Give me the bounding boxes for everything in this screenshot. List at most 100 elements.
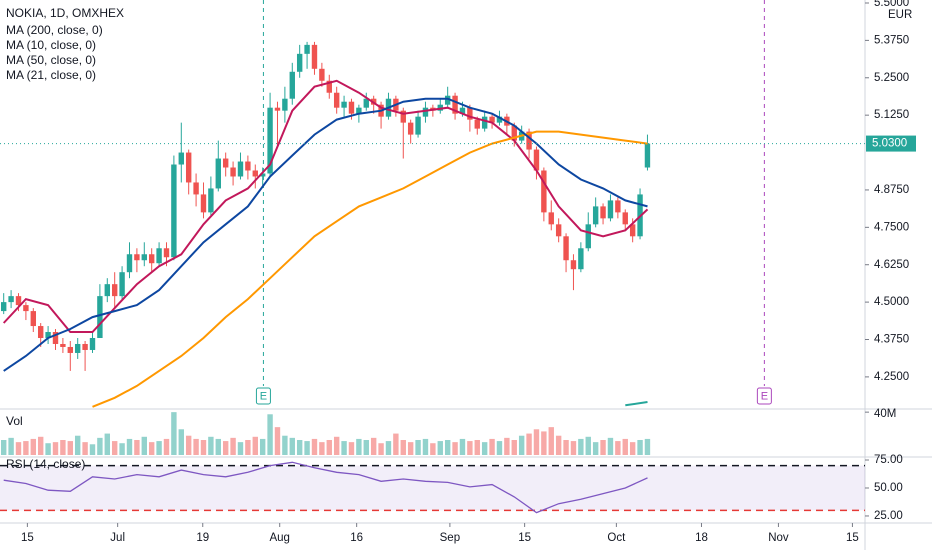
candle-body bbox=[259, 173, 266, 177]
candle-body bbox=[585, 224, 591, 249]
volume-bar bbox=[385, 441, 392, 455]
candle-body bbox=[74, 343, 81, 353]
event-label: E bbox=[761, 390, 768, 402]
candle-body bbox=[200, 194, 207, 213]
volume-bar bbox=[326, 440, 332, 455]
candle-body bbox=[511, 125, 517, 141]
volume-bar bbox=[30, 438, 36, 455]
y-tick-label: 50.00 bbox=[874, 482, 903, 494]
volume-bar bbox=[415, 440, 421, 455]
candle-body bbox=[541, 170, 547, 213]
y-tick-label: 40M bbox=[874, 408, 896, 420]
y-tick-label: 4.5000 bbox=[874, 296, 909, 308]
volume-bar bbox=[533, 429, 540, 455]
candle-body bbox=[289, 71, 295, 99]
ma-line bbox=[625, 401, 648, 407]
volume-bar bbox=[467, 441, 473, 455]
candle-body bbox=[533, 149, 540, 171]
candle-body bbox=[615, 200, 621, 213]
candle-body bbox=[8, 296, 14, 303]
volume-bar bbox=[363, 440, 369, 455]
volume-bar bbox=[600, 440, 606, 455]
candle-body bbox=[629, 224, 636, 237]
candle-body bbox=[304, 44, 310, 54]
candle-body bbox=[222, 158, 229, 168]
volume-bar bbox=[193, 438, 199, 455]
x-tick-label: 15 bbox=[518, 532, 531, 544]
volume-bar bbox=[0, 440, 7, 455]
volume-bar bbox=[148, 442, 155, 455]
volume-bar bbox=[171, 412, 177, 455]
volume-bar bbox=[400, 440, 406, 455]
volume-bar bbox=[585, 436, 591, 455]
candle-body bbox=[126, 254, 133, 273]
ma-line bbox=[3, 97, 648, 372]
volume-bar bbox=[104, 433, 110, 455]
volume-bar bbox=[82, 442, 88, 455]
x-tick-label: Aug bbox=[269, 532, 289, 544]
volume-bar bbox=[526, 433, 532, 455]
candle-body bbox=[148, 254, 155, 264]
y-tick-label: 5.5000 bbox=[874, 0, 909, 9]
last-price-label: 5.0300 bbox=[872, 138, 907, 150]
volume-bar bbox=[459, 438, 466, 455]
volume-bar bbox=[437, 441, 443, 455]
candle-body bbox=[578, 248, 584, 270]
candle-body bbox=[326, 80, 332, 93]
event-badge bbox=[255, 387, 271, 405]
volume-bar bbox=[348, 442, 355, 455]
last-price-badge bbox=[866, 135, 916, 152]
volume-bar bbox=[296, 440, 303, 455]
candle-body bbox=[319, 68, 325, 81]
candle-body bbox=[178, 152, 184, 165]
y-tick-label: 5.1250 bbox=[874, 109, 909, 121]
volume-bar bbox=[222, 441, 229, 455]
candle-body bbox=[30, 311, 36, 327]
x-tick-label: Nov bbox=[768, 532, 789, 544]
x-tick-label: Sep bbox=[440, 532, 460, 544]
candle-body bbox=[97, 296, 103, 339]
candle-body bbox=[467, 107, 473, 120]
candle-body bbox=[452, 95, 458, 114]
volume-bar bbox=[259, 438, 266, 455]
volume-bar bbox=[267, 414, 273, 455]
candle-body bbox=[311, 44, 318, 69]
candle-body bbox=[407, 122, 414, 135]
volume-bar bbox=[8, 437, 14, 455]
y-tick-label: 75.00 bbox=[874, 454, 903, 466]
volume-bar bbox=[245, 440, 251, 455]
volume-bar bbox=[629, 442, 636, 455]
candle-body bbox=[400, 110, 406, 123]
volume-bar bbox=[141, 436, 147, 455]
volume-bar bbox=[185, 435, 192, 455]
volume-bar bbox=[622, 438, 628, 455]
pane-title: RSI (14, close) bbox=[6, 457, 85, 471]
legend-entry: MA (200, close, 0) bbox=[6, 23, 103, 37]
candle-body bbox=[356, 107, 362, 114]
volume-bar bbox=[119, 443, 125, 455]
candle-body bbox=[474, 119, 480, 129]
legend-entry: MA (50, close, 0) bbox=[6, 53, 96, 67]
volume-bar bbox=[444, 440, 451, 455]
event-label: E bbox=[260, 390, 267, 402]
candle-body bbox=[134, 254, 140, 261]
volume-bar bbox=[163, 438, 170, 455]
candle-body bbox=[104, 284, 110, 297]
x-tick-label: 15 bbox=[846, 532, 859, 544]
candle-body bbox=[89, 338, 96, 350]
volume-bar bbox=[422, 438, 429, 455]
candle-body bbox=[282, 98, 288, 111]
volume-bar bbox=[378, 443, 384, 455]
candle-body bbox=[555, 224, 562, 237]
candle-body bbox=[163, 248, 170, 258]
candle-body bbox=[37, 326, 44, 339]
y-tick-label: 4.7500 bbox=[874, 221, 909, 233]
volume-bar bbox=[274, 427, 281, 455]
volume-bar bbox=[341, 441, 347, 455]
candle-body bbox=[156, 248, 162, 264]
volume-bar bbox=[319, 442, 325, 455]
volume-bar bbox=[15, 442, 22, 455]
candle-body bbox=[60, 343, 66, 347]
volume-bar bbox=[156, 441, 162, 455]
